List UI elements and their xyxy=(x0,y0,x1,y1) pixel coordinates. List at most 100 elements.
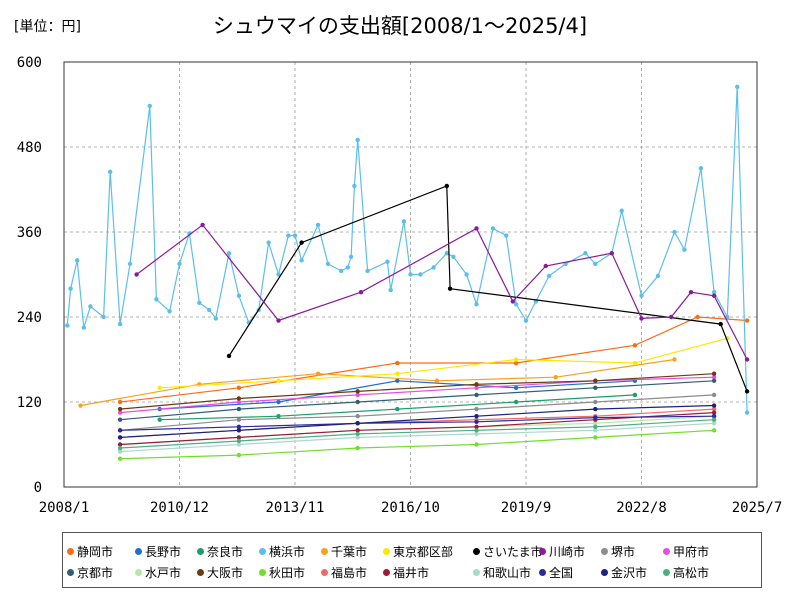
data-point xyxy=(108,169,113,174)
data-point xyxy=(513,385,519,391)
legend-marker xyxy=(197,548,204,555)
data-point xyxy=(444,183,449,189)
data-point xyxy=(711,410,717,415)
y-tick-label: 120 xyxy=(17,395,42,411)
data-point xyxy=(292,233,298,238)
data-point xyxy=(711,403,717,408)
series-line xyxy=(80,358,675,407)
legend-marker xyxy=(135,548,142,555)
data-point xyxy=(355,389,360,394)
series-line xyxy=(120,415,715,446)
data-point xyxy=(101,314,106,320)
data-point xyxy=(236,424,242,429)
data-point xyxy=(276,272,281,277)
data-point xyxy=(444,251,449,256)
series-2 xyxy=(157,392,638,422)
data-point xyxy=(744,389,750,394)
data-point xyxy=(226,251,232,256)
series-line xyxy=(120,412,715,446)
data-point xyxy=(451,254,456,259)
data-point xyxy=(543,263,548,269)
data-point xyxy=(200,222,205,228)
data-point xyxy=(117,442,123,447)
data-point xyxy=(236,417,242,422)
legend-label: 奈良市 xyxy=(207,545,244,559)
series-5 xyxy=(157,336,730,391)
data-point xyxy=(395,378,400,383)
data-point xyxy=(711,392,717,398)
legend-item: 水戸市 xyxy=(135,564,181,581)
data-point xyxy=(431,265,436,270)
legend-label: 静岡市 xyxy=(77,545,114,559)
data-point xyxy=(236,293,242,298)
data-point xyxy=(355,428,360,433)
legend-item: 川崎市 xyxy=(539,543,585,560)
legend-label: 川崎市 xyxy=(549,545,586,559)
data-point xyxy=(593,385,598,391)
data-point xyxy=(632,360,638,366)
legend-label: 東京都区部 xyxy=(393,545,454,559)
data-point xyxy=(117,399,123,405)
chart-title: シュウマイの支出額[2008/1～2025/4] xyxy=(212,14,588,38)
data-point xyxy=(236,435,242,440)
data-point xyxy=(117,410,123,415)
data-point xyxy=(401,219,407,224)
data-point xyxy=(490,226,496,231)
legend-label: 横浜市 xyxy=(269,545,306,559)
x-tick-label: 2008/1 xyxy=(39,500,90,516)
series-line xyxy=(159,337,728,389)
legend-label: 大阪市 xyxy=(207,566,244,580)
data-point xyxy=(236,428,242,433)
data-point xyxy=(672,229,677,235)
data-point xyxy=(358,290,364,295)
x-tick-label: 2013/11 xyxy=(265,500,324,516)
data-point xyxy=(117,445,123,451)
data-point xyxy=(117,417,123,422)
data-point xyxy=(388,287,393,293)
data-point xyxy=(213,316,218,321)
legend-label: 福島市 xyxy=(331,566,368,580)
y-tick-label: 480 xyxy=(17,140,42,156)
series-18 xyxy=(117,403,717,440)
series-line xyxy=(120,394,715,431)
y-tick-label: 0 xyxy=(34,480,42,496)
data-point xyxy=(711,290,717,295)
data-point xyxy=(474,406,479,412)
legend-marker xyxy=(383,569,390,576)
data-point xyxy=(593,261,598,267)
data-point xyxy=(117,406,123,412)
series-17 xyxy=(117,413,717,433)
data-point xyxy=(157,417,162,422)
legend-label: 甲府市 xyxy=(673,545,710,559)
legend-marker xyxy=(601,569,608,576)
x-tick-label: 2019/9 xyxy=(501,500,552,516)
series-line xyxy=(66,86,748,413)
line-chart: 0 120 240 360 480 600 2008/1 2010/12 2013/11 201… xyxy=(17,55,783,516)
data-point xyxy=(711,428,717,433)
series-1 xyxy=(157,378,638,412)
series-line xyxy=(120,415,715,431)
x-tick-label: 2010/12 xyxy=(150,500,209,516)
data-point xyxy=(474,431,479,437)
legend-item: 千葉市 xyxy=(321,543,367,560)
data-point xyxy=(474,413,479,419)
data-point xyxy=(711,378,717,383)
legend-item: 福島市 xyxy=(321,564,367,581)
y-axis-ticks: 0 120 240 360 480 600 xyxy=(17,55,42,496)
x-axis-ticks: 2008/1 2010/12 2013/11 2016/10 2019/9 2022/8 2… xyxy=(39,500,783,516)
data-point xyxy=(619,208,624,213)
series-line xyxy=(120,422,715,453)
series-line xyxy=(120,404,715,438)
data-point xyxy=(315,371,321,376)
series-line xyxy=(120,408,715,438)
series-line xyxy=(120,419,715,449)
data-point xyxy=(276,378,281,383)
legend-label: 金沢市 xyxy=(611,566,648,580)
data-point xyxy=(698,166,704,171)
series-8 xyxy=(117,392,717,433)
data-point xyxy=(609,251,614,256)
legend: 静岡市 長野市 奈良市 横浜市 千葉市 東京都区部 さいたま市 川崎市 堺市 甲府市 京都市 水戸市 大… xyxy=(62,532,762,588)
data-point xyxy=(474,226,479,231)
data-point xyxy=(355,413,360,419)
data-point xyxy=(744,410,750,415)
